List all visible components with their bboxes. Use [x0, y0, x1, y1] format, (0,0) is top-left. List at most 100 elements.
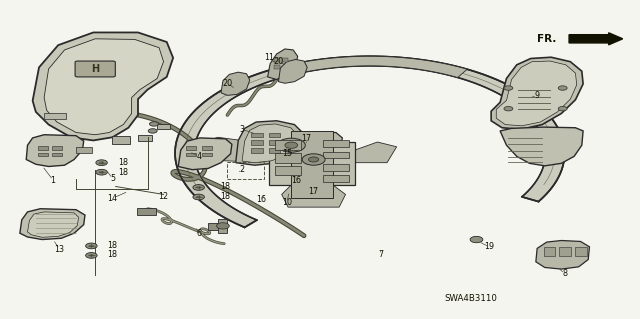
Circle shape: [558, 86, 567, 90]
Bar: [323, 140, 349, 147]
Polygon shape: [491, 57, 583, 129]
Polygon shape: [20, 209, 85, 240]
Text: 18: 18: [108, 250, 118, 259]
Text: 18: 18: [118, 158, 128, 167]
Polygon shape: [175, 56, 564, 227]
Bar: [76, 147, 92, 153]
Circle shape: [96, 169, 108, 175]
Circle shape: [86, 253, 97, 258]
Text: 5: 5: [110, 174, 115, 183]
Text: 19: 19: [484, 242, 494, 251]
Circle shape: [216, 223, 229, 229]
Polygon shape: [218, 219, 227, 233]
Circle shape: [99, 171, 104, 174]
Text: 20: 20: [222, 79, 232, 88]
Polygon shape: [189, 137, 272, 163]
Polygon shape: [500, 127, 583, 166]
Bar: [38, 146, 48, 150]
Text: 17: 17: [301, 134, 311, 143]
Circle shape: [86, 243, 97, 249]
Text: 18: 18: [108, 241, 118, 250]
Bar: [44, 113, 67, 119]
Text: 18: 18: [118, 168, 128, 177]
Bar: [113, 136, 131, 144]
Text: 9: 9: [534, 92, 540, 100]
Bar: [323, 147, 331, 150]
Polygon shape: [355, 142, 397, 163]
Bar: [251, 140, 262, 145]
Bar: [137, 208, 156, 215]
Bar: [323, 139, 331, 142]
Bar: [251, 132, 262, 137]
Text: 18: 18: [221, 182, 230, 191]
Polygon shape: [273, 56, 467, 78]
Circle shape: [193, 194, 204, 200]
Polygon shape: [291, 131, 333, 197]
Circle shape: [150, 122, 159, 126]
Text: 8: 8: [562, 269, 567, 278]
Bar: [323, 164, 349, 171]
Bar: [274, 58, 280, 62]
Bar: [575, 247, 587, 256]
Text: 7: 7: [378, 250, 383, 259]
Text: 15: 15: [282, 149, 292, 158]
Circle shape: [193, 185, 204, 190]
Text: 3: 3: [239, 125, 244, 134]
Circle shape: [148, 129, 157, 133]
Text: 13: 13: [54, 245, 65, 254]
Polygon shape: [236, 121, 304, 165]
Polygon shape: [306, 132, 342, 166]
Text: 1: 1: [51, 176, 56, 185]
Text: SWA4B3110: SWA4B3110: [445, 294, 497, 303]
Polygon shape: [44, 39, 164, 135]
Bar: [559, 247, 571, 256]
Text: 6: 6: [196, 229, 201, 238]
Text: FR.: FR.: [537, 34, 556, 44]
Text: 2: 2: [239, 165, 244, 174]
Circle shape: [99, 161, 104, 164]
Bar: [312, 147, 320, 150]
Polygon shape: [268, 49, 298, 79]
Bar: [275, 166, 301, 175]
Circle shape: [470, 236, 483, 243]
Circle shape: [302, 154, 325, 165]
Circle shape: [504, 107, 513, 111]
Bar: [275, 140, 301, 150]
Polygon shape: [28, 212, 79, 237]
Bar: [186, 146, 196, 150]
Bar: [269, 132, 280, 137]
Bar: [312, 139, 320, 142]
Polygon shape: [536, 241, 589, 269]
Bar: [38, 152, 48, 156]
Bar: [202, 146, 212, 150]
Polygon shape: [26, 135, 84, 167]
Polygon shape: [269, 142, 355, 185]
Text: 20: 20: [273, 56, 284, 65]
Text: 4: 4: [196, 152, 201, 161]
Circle shape: [196, 196, 201, 198]
Bar: [274, 65, 280, 69]
Text: 17: 17: [308, 187, 319, 196]
Text: 11: 11: [264, 53, 274, 62]
Bar: [269, 148, 280, 153]
Text: 12: 12: [159, 191, 168, 201]
Bar: [52, 152, 62, 156]
Text: 18: 18: [221, 192, 230, 201]
Bar: [138, 135, 152, 141]
Text: 16: 16: [291, 176, 301, 185]
Circle shape: [89, 254, 94, 257]
Bar: [208, 223, 227, 230]
Text: 14: 14: [108, 194, 118, 203]
Polygon shape: [278, 59, 307, 83]
Circle shape: [285, 142, 298, 148]
FancyArrow shape: [569, 33, 623, 45]
Bar: [157, 123, 170, 129]
Bar: [52, 146, 62, 150]
Circle shape: [196, 186, 201, 189]
Polygon shape: [221, 72, 250, 95]
Circle shape: [277, 138, 305, 152]
Bar: [202, 152, 212, 156]
Bar: [323, 175, 349, 182]
Polygon shape: [282, 185, 346, 207]
Polygon shape: [178, 138, 232, 170]
